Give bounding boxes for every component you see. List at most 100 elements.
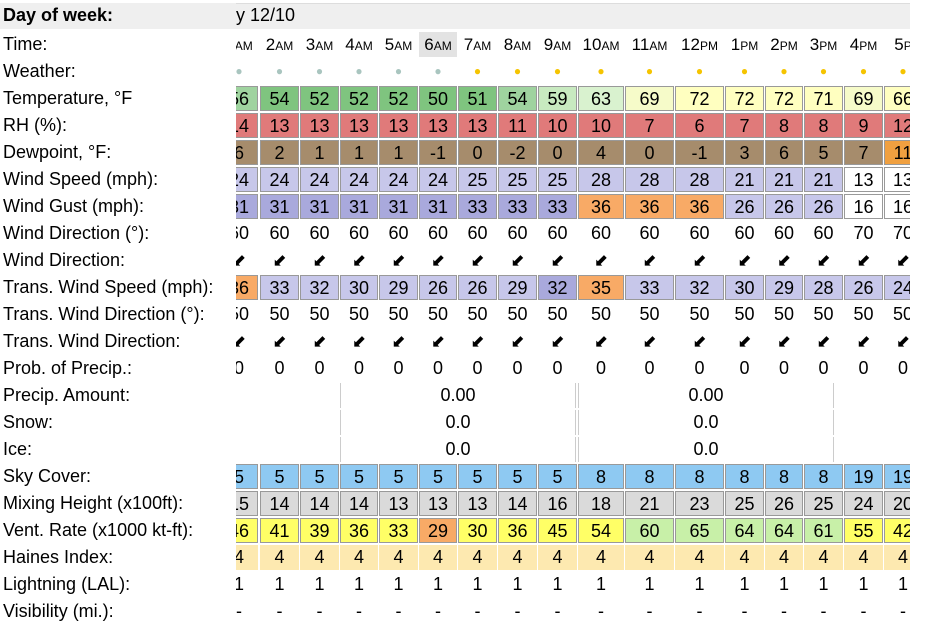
twdira-arrow-icon-cell: ⬋	[895, 332, 910, 351]
wdir-cell: 70	[853, 223, 874, 243]
lal-cell: 1	[694, 574, 705, 594]
vis-cell: -	[860, 601, 867, 621]
sky-cell: 5	[538, 464, 577, 489]
wspd-cell: 13	[844, 167, 883, 192]
lal-cell: 1	[432, 574, 443, 594]
vent-cell: 30	[458, 518, 497, 543]
time-cell: 2AM	[260, 32, 299, 57]
haines-cell: 4	[538, 545, 577, 570]
row-label-sky: Sky Cover:	[3, 466, 92, 486]
dew-cell: 5	[804, 140, 843, 165]
vis-cell: -	[781, 601, 787, 621]
qpf-cell: 0.00	[578, 383, 834, 408]
rh-cell: 10	[538, 113, 577, 138]
vent-cell: 41	[260, 518, 299, 543]
time-hour: 2	[770, 35, 780, 54]
wspd-cell: 24	[419, 167, 457, 192]
pop-cell: 0	[393, 358, 404, 378]
haines-cell: 4	[844, 545, 883, 570]
time-cell: 4PM	[844, 32, 883, 57]
wspd-cell: 24	[260, 167, 299, 192]
vent-cell: 54	[578, 518, 624, 543]
vent-cell: 42	[884, 518, 910, 543]
time-hour: 7	[463, 35, 474, 54]
lal-cell: 1	[393, 574, 404, 594]
wspd-cell: 25	[538, 167, 577, 192]
haines-cell: 4	[804, 545, 843, 570]
vis-cell: -	[316, 601, 323, 621]
temp-cell: 71	[804, 86, 843, 111]
pop-cell: 0	[778, 358, 789, 378]
day-of-week-value: y 12/10	[236, 5, 296, 25]
row-label-haines: Haines Index:	[3, 547, 114, 567]
vis-cell: -	[741, 601, 748, 621]
pop-cell: 0	[274, 358, 285, 378]
wdira-arrow-icon-cell: ⬋	[470, 251, 485, 270]
wgust-cell: 31	[419, 194, 457, 219]
row-twdira: ⬋ ⬋ ⬋ ⬋ ⬋ ⬋ ⬋ ⬋ ⬋ ⬋ ⬋ ⬋ ⬋ ⬋ ⬋ ⬋ ⬋	[236, 329, 910, 354]
time-hour: 8	[503, 35, 514, 54]
twdir-cell: 50	[813, 304, 834, 324]
weather-sun-icon-cell: ●	[859, 64, 868, 78]
wdir-cell: 60	[427, 223, 449, 243]
twspd-cell: 30	[725, 275, 764, 300]
mix-cell: 25	[725, 491, 764, 516]
twspd-cell: 29	[765, 275, 803, 300]
wdir-cell: 60	[813, 223, 834, 243]
weather-sun-icon-cell: ●	[740, 64, 749, 78]
mix-cell: 20	[884, 491, 910, 516]
lal-cell: 1	[644, 574, 655, 594]
vis-cell: -	[276, 601, 283, 621]
vent-cell: 65	[675, 518, 724, 543]
wgust-cell: 36	[625, 194, 674, 219]
rh-cell: 13	[300, 113, 339, 138]
haines-cell: 4	[379, 545, 418, 570]
temp-cell: 72	[725, 86, 764, 111]
pop-cell: 0	[552, 358, 563, 378]
temp-cell: 63	[578, 86, 624, 111]
twdir-cell: 50	[892, 304, 910, 324]
wdir-cell: 60	[269, 223, 290, 243]
weather-sun-icon-cell: ●	[597, 64, 605, 78]
twdir-cell: 50	[467, 304, 488, 324]
twdir-cell: 50	[236, 304, 250, 324]
sky-cell: 19	[884, 464, 910, 489]
time-ampm: AM	[513, 39, 532, 53]
dew-cell: -2	[498, 140, 537, 165]
twspd-cell: 26	[844, 275, 883, 300]
row-label-wgust: Wind Gust (mph):	[3, 196, 145, 216]
vis-cell: -	[696, 601, 703, 621]
wgust-cell: 31	[340, 194, 378, 219]
row-wdir: 60 60 60 60 60 60 60 60 60 60 60 60 60 60 60 70 70	[236, 221, 910, 246]
row-twspd: 3633323029262629323533323029282624	[236, 275, 910, 300]
wgust-cell: 26	[804, 194, 843, 219]
twspd-cell: 32	[300, 275, 339, 300]
time-hour: 1	[730, 35, 741, 54]
row-sky: 5555555558888881919	[236, 464, 910, 489]
weather-sun-icon-cell: ●	[819, 64, 828, 78]
dew-cell: 6	[236, 140, 258, 165]
time-ampm: AM	[649, 39, 668, 53]
twdira-arrow-icon-cell: ⬋	[470, 332, 485, 351]
haines-cell: 4	[625, 545, 674, 570]
pop-cell: 0	[897, 358, 908, 378]
sky-cell: 8	[625, 464, 674, 489]
time-ampm: AM	[315, 39, 334, 53]
twdira-arrow-icon-cell: ⬋	[312, 332, 327, 351]
haines-cell: 4	[725, 545, 764, 570]
wgust-cell: 16	[884, 194, 910, 219]
temp-cell: 51	[458, 86, 497, 111]
time-hour: 10	[582, 35, 602, 54]
sky-cell: 8	[675, 464, 724, 489]
rh-cell: 6	[675, 113, 724, 138]
pop-cell: 0	[314, 358, 325, 378]
weather-sun-icon-cell: ●	[553, 64, 562, 78]
wspd-cell: 21	[804, 167, 843, 192]
wdira-arrow-icon-cell: ⬋	[351, 251, 367, 270]
mix-cell: 13	[419, 491, 457, 516]
time-ampm: AM	[275, 39, 294, 53]
haines-cell: 4	[458, 545, 497, 570]
wdir-cell: 60	[467, 223, 488, 243]
time-ampm: PM	[819, 39, 838, 53]
